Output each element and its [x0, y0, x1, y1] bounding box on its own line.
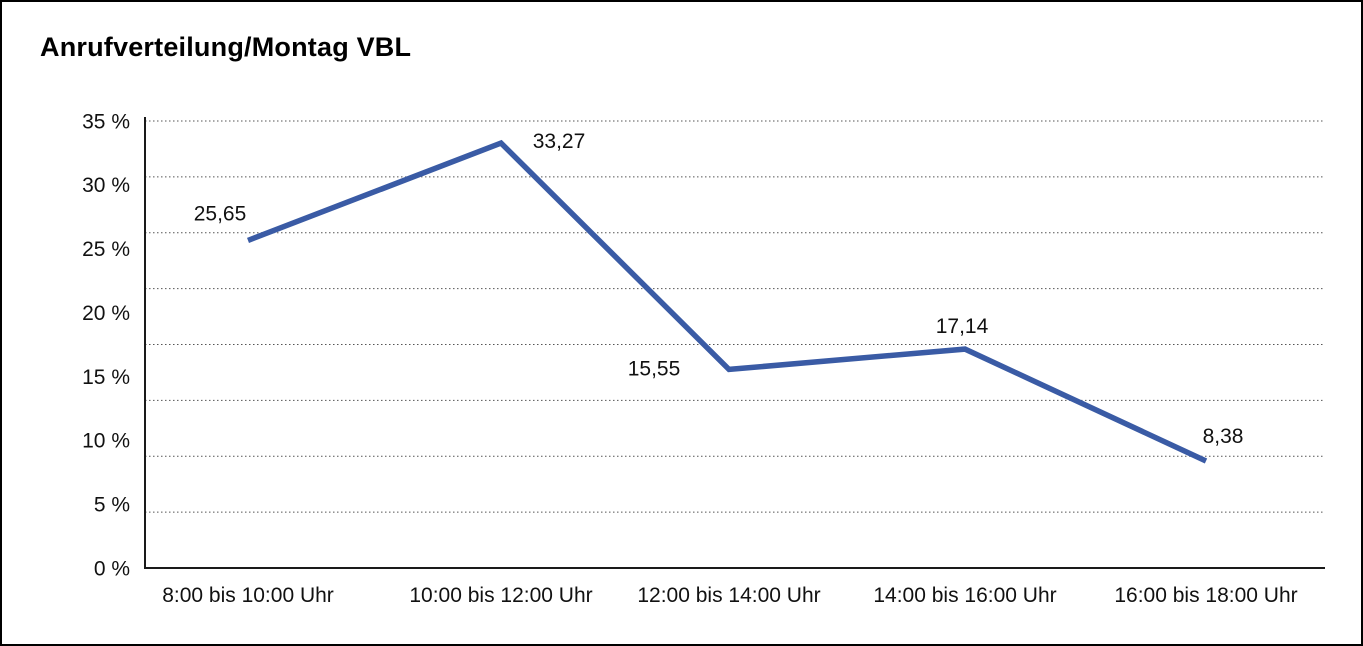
- y-axis-tick-label: 25 %: [82, 238, 130, 261]
- y-axis-tick-label: 10 %: [82, 430, 130, 453]
- y-axis-tick-label: 15 %: [82, 366, 130, 389]
- data-point-label: 25,65: [194, 202, 247, 225]
- x-axis-category-label: 14:00 bis 16:00 Uhr: [873, 584, 1056, 607]
- chart-title: Anrufverteilung/Montag VBL: [40, 32, 412, 62]
- x-axis-category-label: 8:00 bis 10:00 Uhr: [162, 584, 334, 607]
- y-axis-tick-label: 5 %: [94, 493, 130, 516]
- data-point-label: 33,27: [533, 130, 586, 153]
- x-axis-category-label: 10:00 bis 12:00 Uhr: [409, 584, 592, 607]
- series-line: [247, 139, 1208, 464]
- x-axis-category-label: 16:00 bis 18:00 Uhr: [1114, 584, 1297, 607]
- data-point-label: 8,38: [1203, 425, 1244, 448]
- data-point-label: 15,55: [628, 357, 681, 380]
- y-axis-tick-label: 20 %: [82, 302, 130, 325]
- y-axis-tick-label: 35 %: [82, 110, 130, 133]
- y-axis-tick-label: 30 %: [82, 174, 130, 197]
- y-axis-tick-label: 0 %: [94, 557, 130, 580]
- x-axis-category-label: 12:00 bis 14:00 Uhr: [637, 584, 820, 607]
- data-point-label: 17,14: [936, 315, 989, 338]
